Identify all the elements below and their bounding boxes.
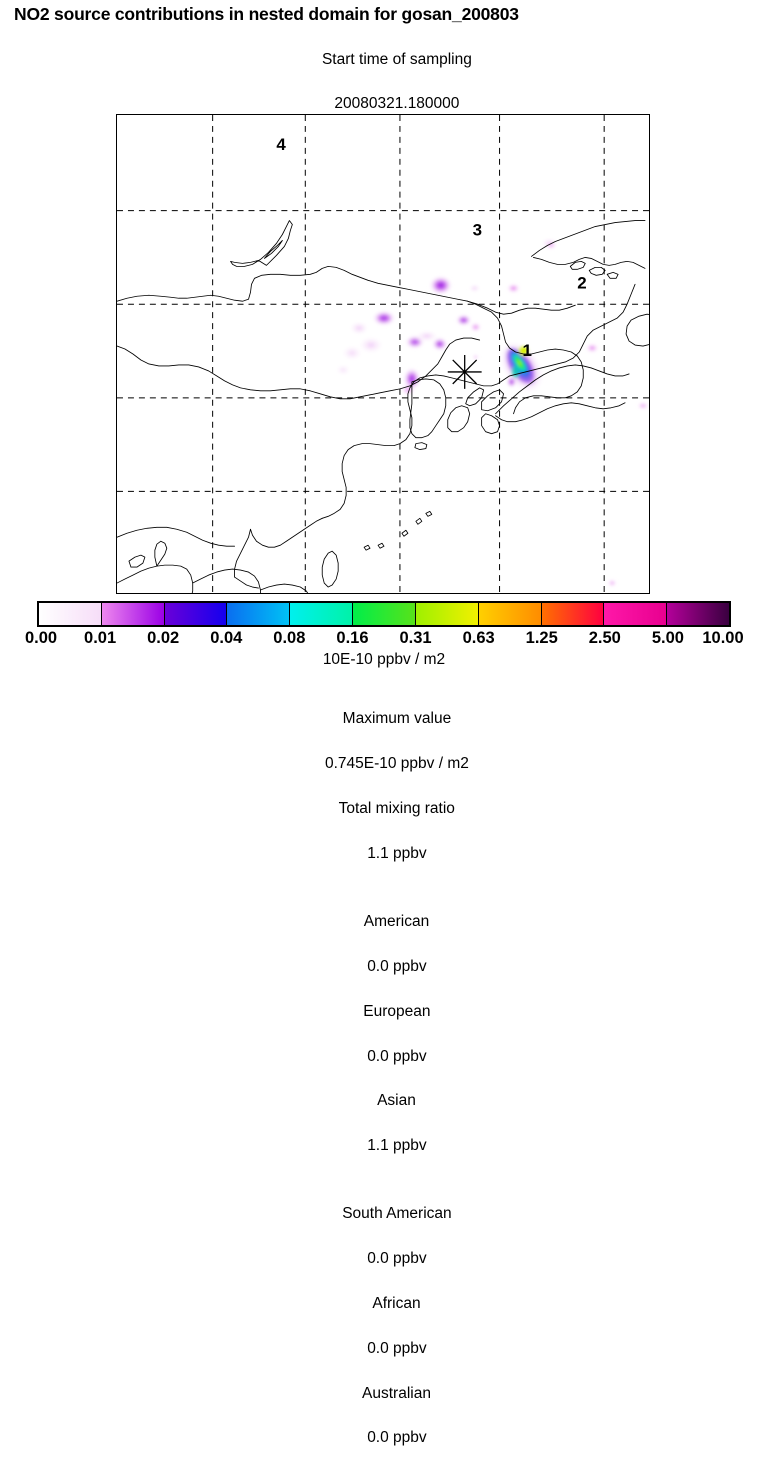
source-value-south-american: 0.0 ppbv [367,1249,427,1267]
colorbar-segment-2 [164,603,228,625]
start-time-value: 20080321.180000 [334,95,460,112]
colorbar-segment-8 [541,603,605,625]
page-title: NO2 source contributions in nested domai… [14,4,519,24]
source-label-south-american: South American [342,1204,452,1222]
colorbar-tick-11: 10.00 [702,629,744,647]
stat-row-1: American 0.0 ppbv European 0.0 ppbv Asia… [0,888,768,1180]
colorbar-tick-9: 2.50 [588,629,621,647]
colorbar-tick-7: 0.63 [462,629,495,647]
source-value-asian: 1.1 ppbv [367,1137,427,1155]
source-label-european: European [363,1002,431,1020]
statistics-block: Maximum value 0.745E-10 ppbv / m2 Total … [0,686,768,1472]
colorbar-segment-3 [227,603,291,625]
gridlines [117,115,649,593]
colorbar-segment-0 [39,603,102,625]
colorbar-segment-4 [290,603,354,625]
map-panel: 4 3 2 1 [116,114,650,594]
map-svg: 4 3 2 1 [117,115,649,593]
colorbar [37,601,731,627]
source-label-american: American [363,912,430,930]
colorbar-segment-10 [667,603,729,625]
colorbar-segment-6 [415,603,479,625]
colorbar-segment-7 [478,603,542,625]
source-value-american: 0.0 ppbv [367,957,427,975]
colorbar-strip [37,601,731,627]
max-value: 0.745E-10 ppbv / m2 [324,755,469,773]
release-site-marker [447,354,482,389]
colorbar-unit-label: 10E-10 ppbv / m2 [322,651,446,668]
region-label-1: 1 [522,341,531,360]
colorbar-tick-0: 0.00 [24,629,58,647]
region-label-2: 2 [577,273,586,292]
colorbar-tick-5: 0.16 [336,629,369,647]
colorbar-tick-1: 0.01 [84,629,117,647]
colorbar-segment-9 [604,603,668,625]
start-time-label: Start time of sampling [321,51,472,68]
coastline-layer [117,220,649,593]
source-value-african: 0.0 ppbv [367,1339,427,1357]
colorbar-segment-1 [101,603,165,625]
source-value-australian: 0.0 ppbv [367,1429,427,1447]
source-label-australian: Australian [362,1384,431,1402]
total-mixing-ratio-value: 1.1 ppbv [367,845,427,863]
stat-row-totals: Maximum value 0.745E-10 ppbv / m2 Total … [0,686,768,888]
colorbar-tick-10: 5.00 [651,629,684,647]
colorbar-tick-4: 0.08 [273,629,306,647]
colorbar-tick-8: 1.25 [525,629,558,647]
dispersion-plot-page: NO2 source contributions in nested domai… [0,4,768,1446]
max-value-label: Maximum value [342,710,452,728]
colorbar-tick-6: 0.31 [399,629,432,647]
plume-field [335,237,649,588]
colorbar-segment-5 [353,603,416,625]
source-label-asian: Asian [377,1092,416,1110]
colorbar-tick-2: 0.02 [147,629,180,647]
total-mixing-ratio-label: Total mixing ratio [338,800,455,818]
colorbar-tick-3: 0.04 [210,629,243,647]
stat-row-2: South American 0.0 ppbv African 0.0 ppbv… [0,1180,768,1472]
region-label-4: 4 [276,135,286,154]
source-value-european: 0.0 ppbv [367,1047,427,1065]
colorbar-tick-labels: 0.00 0.01 0.02 0.04 0.08 0.16 0.31 0.63 1.25 2.50… [0,629,768,651]
source-label-african: African [372,1294,421,1312]
region-label-3: 3 [473,220,482,239]
